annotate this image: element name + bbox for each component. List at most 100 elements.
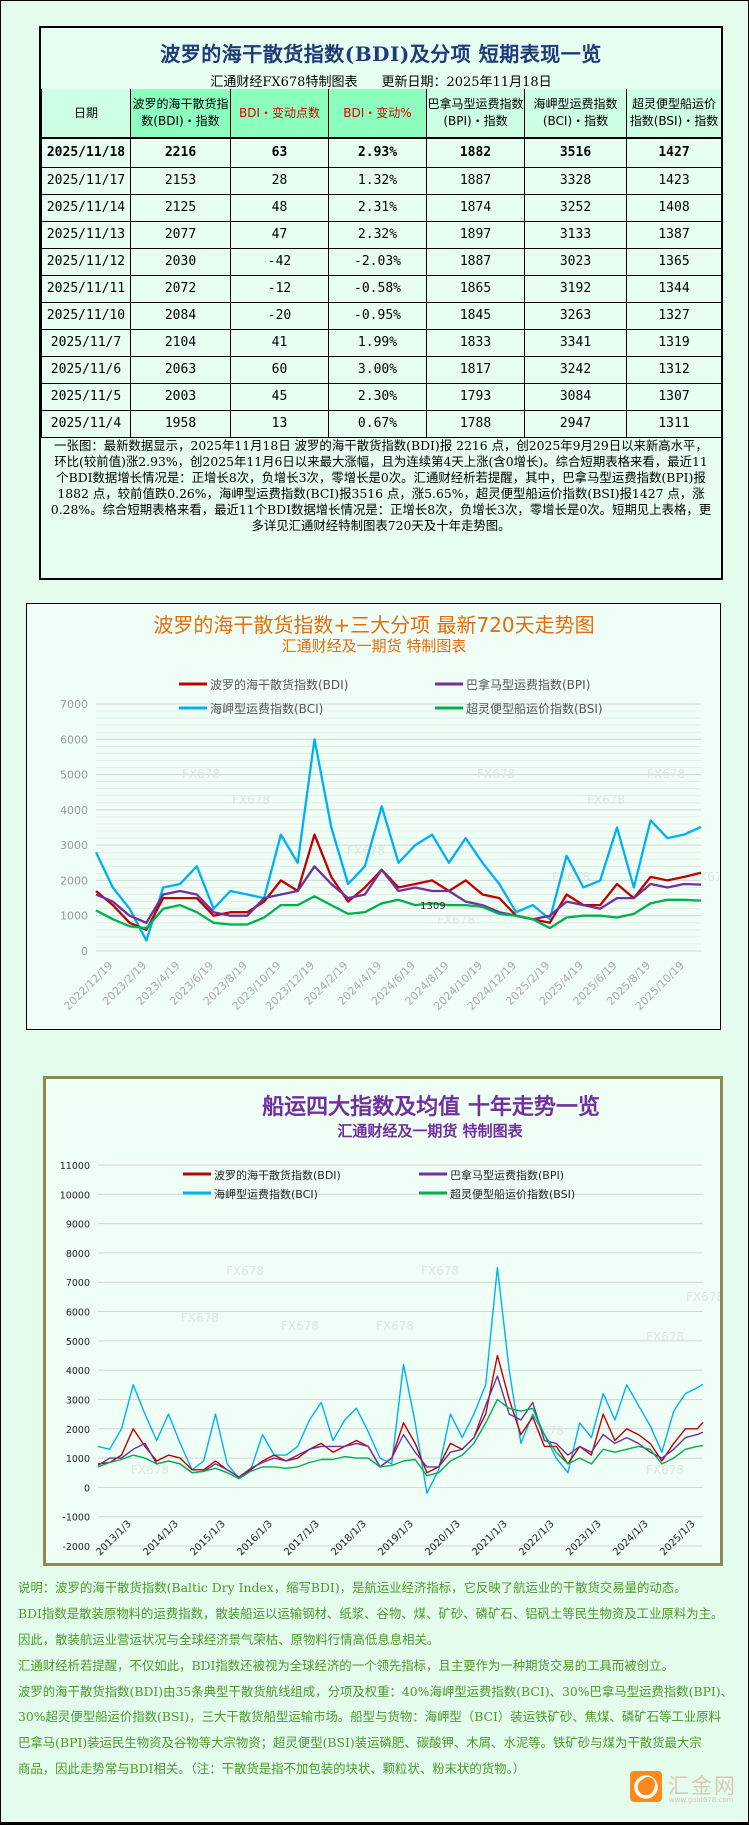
table-cell: 2084 xyxy=(130,301,231,330)
x-tick-label: 2017/1/3 xyxy=(282,1519,322,1559)
y-tick-label: 4000 xyxy=(66,1366,90,1377)
table-cell: 1311 xyxy=(626,409,722,438)
y-tick-label: 3000 xyxy=(66,1395,90,1406)
table-cell: 47 xyxy=(230,220,329,249)
table-cell: 1387 xyxy=(626,220,722,249)
table-row: 2025/11/11 2072 -12 -0.58% 1865 3192 1344 xyxy=(41,274,722,303)
watermark: FX678 xyxy=(437,913,475,927)
y-tick-label: 6000 xyxy=(66,1308,90,1319)
table-cell: 2025/11/5 xyxy=(41,382,131,411)
chart-ten-year-trend: 船运四大指数及均值 十年走势一览 汇通财经及一期货 特制图表 -2000 -1000 0… xyxy=(43,1076,724,1566)
explanation-notes: 说明：波罗的海干散货指数(Baltic Dry Index，缩写BDI)，是航运… xyxy=(18,1579,748,1786)
table-cell: 1897 xyxy=(426,220,525,249)
x-tick-label: 2023/1/3 xyxy=(564,1519,604,1559)
series-line-2 xyxy=(94,738,702,942)
x-tick-label: 2019/1/3 xyxy=(376,1519,416,1559)
table-cell: 1958 xyxy=(130,409,231,438)
table-cell: 2072 xyxy=(130,274,231,303)
y-tick-label: 5000 xyxy=(66,1337,90,1348)
note-line: 商品，因此走势常与BDI相关。（注：干散货是指不加包装的块状、颗粒状、粉末状的货… xyxy=(18,1761,526,1777)
table-cell: 1307 xyxy=(626,382,722,411)
x-tick-label: 2018/1/3 xyxy=(329,1519,369,1559)
logo-url: www.gold678.com xyxy=(669,1796,734,1804)
table-cell: 2.30% xyxy=(328,382,427,411)
legend-label: 巴拿马型运费指数(BPI) xyxy=(450,1168,564,1182)
x-tick-label: 2021/1/3 xyxy=(470,1519,510,1559)
table-cell: 1874 xyxy=(426,193,525,222)
y-tick-label: 0 xyxy=(81,945,88,958)
table-cell: 1788 xyxy=(426,409,525,438)
summary-text: 一张图：最新数据显示，2025年11月18日 波罗的海干散货指数(BDI)报 2… xyxy=(41,438,721,533)
table-cell: 1344 xyxy=(626,274,722,303)
bdi-summary-table-panel: 波罗的海干散货指数(BDI)及分项 短期表现一览 汇通财经FX678特制图表 更新… xyxy=(39,26,723,580)
legend-label: 超灵便型船运价指数(BSI) xyxy=(450,1187,575,1201)
summary-line: 个BDI数据增长情况是：正增长8次，负增长3次，零增长是0次。汇通财经析若提醒，… xyxy=(56,469,706,485)
legend-label: 超灵便型船运价指数(BSI) xyxy=(466,701,603,716)
note-line: 汇通财经析若提醒，不仅如此，BDI指数还被视为全球经济的一个领先指标，且主要作为… xyxy=(18,1657,674,1673)
table-cell: 1408 xyxy=(626,193,722,222)
series-line-3 xyxy=(95,895,702,930)
table-title: 波罗的海干散货指数(BDI)及分项 短期表现一览 xyxy=(160,42,602,66)
table-cell: 2.93% xyxy=(328,137,427,168)
y-tick-label: 1000 xyxy=(60,910,88,923)
y-tick-label: -1000 xyxy=(62,1513,90,1524)
note-line: 说明：波罗的海干散货指数(Baltic Dry Index，缩写BDI)，是航运… xyxy=(18,1580,687,1595)
y-tick-label: 6000 xyxy=(60,733,88,746)
table-cell: -42 xyxy=(230,247,329,276)
column-header: BDI・变动% xyxy=(328,89,427,139)
table-cell: 1427 xyxy=(626,137,722,168)
table-cell: 3252 xyxy=(524,193,627,222)
table-cell: 60 xyxy=(230,355,329,384)
column-header: 日期 xyxy=(41,89,131,139)
table-cell: 2025/11/12 xyxy=(41,247,131,276)
table-cell: 48 xyxy=(230,193,329,222)
summary-line: 一张图：最新数据显示，2025年11月18日 波罗的海干散货指数(BDI)报 2… xyxy=(54,438,708,453)
table-cell: -20 xyxy=(230,301,329,330)
legend-label: 波罗的海干散货指数(BDI) xyxy=(214,1168,341,1182)
table-cell: 1865 xyxy=(426,274,525,303)
table-cell: 3516 xyxy=(524,137,627,168)
table-row: 2025/11/14 2125 48 2.31% 1874 3252 1408 xyxy=(41,193,722,222)
y-tick-label: 9000 xyxy=(66,1220,90,1231)
watermark: FX678 xyxy=(552,870,590,884)
legend-label: 巴拿马型运费指数(BPI) xyxy=(466,677,590,692)
table-cell: 1.99% xyxy=(328,328,427,357)
watermark: FX678 xyxy=(526,1424,564,1438)
watermark: FX678 xyxy=(686,1290,720,1304)
table-cell: 41 xyxy=(230,328,329,357)
watermark: FX678 xyxy=(131,1463,169,1477)
table-cell: 28 xyxy=(230,166,329,195)
table-cell: 0.67% xyxy=(328,409,427,438)
table-cell: 2003 xyxy=(130,382,231,411)
y-tick-label: 2000 xyxy=(60,874,88,887)
summary-line: 1882 点，较前值跌0.26%，海岬型运费指数(BCI)报3516 点，涨5.… xyxy=(57,485,705,501)
summary-line: 0.28%。综合短期表格来看，最近11个BDI数据增长情况是：正增长8次，负增长… xyxy=(50,501,712,517)
summary-line: 环比(较前值)涨2.93%，创2025年11月6日以来最大涨幅，且为连续第4天上… xyxy=(54,453,708,469)
y-tick-label: 3000 xyxy=(60,839,88,852)
update-date: 更新日期：2025年11月18日 xyxy=(381,75,552,90)
chart-subtitle: 汇通财经及一期货 特制图表 xyxy=(282,637,467,655)
series-line-2 xyxy=(97,1266,704,1494)
table-cell: 1327 xyxy=(626,301,722,330)
table-cell: 13 xyxy=(230,409,329,438)
table-cell: 1887 xyxy=(426,166,525,195)
watermark: FX678 xyxy=(646,1330,684,1344)
watermark: FX678 xyxy=(477,767,515,781)
table-cell: 2947 xyxy=(524,409,627,438)
table-cell: 2025/11/17 xyxy=(41,166,131,195)
table-cell: 1.32% xyxy=(328,166,427,195)
table-cell: 3341 xyxy=(524,328,627,357)
note-line: BDI指数是散装原物料的运费指数，散装船运以运输钢材、纸浆、谷物、煤、矿砂、磷矿… xyxy=(18,1605,724,1621)
table-cell: 2025/11/11 xyxy=(41,274,131,303)
table-cell: 2104 xyxy=(130,328,231,357)
watermark: FX678 xyxy=(181,1311,219,1325)
y-tick-label: 1000 xyxy=(66,1454,90,1465)
column-header: 波罗的海干散货指数(BDI)・指数 xyxy=(130,89,231,139)
table-cell: 3263 xyxy=(524,301,627,330)
logo-swirl-icon xyxy=(634,1775,658,1799)
gold678-logo[interactable] xyxy=(630,1771,662,1802)
x-tick-label: 2024/1/3 xyxy=(611,1519,651,1559)
table-row: 2025/11/17 2153 28 1.32% 1887 3328 1423 xyxy=(41,166,722,195)
watermark: FX678 xyxy=(226,1264,264,1278)
